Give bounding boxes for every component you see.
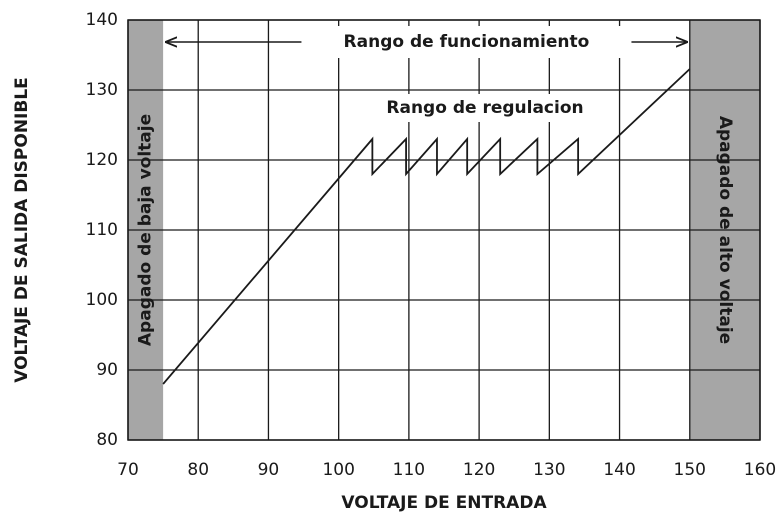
y-tick-label: 80 [96,430,118,450]
x-tick-label: 120 [463,460,495,480]
annotation-bg [360,94,610,122]
x-tick-label: 110 [393,460,425,480]
y-tick-label: 120 [86,150,118,170]
x-tick-label: 80 [187,460,209,480]
y-tick-label: 140 [86,10,118,30]
plot-frame [127,19,761,441]
x-tick-label: 100 [322,460,354,480]
x-tick-label: 140 [603,460,635,480]
line [162,68,691,385]
annotation: Rango de funcionamiento [344,32,590,52]
x-tick-label: 160 [744,460,776,480]
x-axis-label: VOLTAJE DE ENTRADA [341,493,547,513]
y-tick-label: 100 [86,290,118,310]
y-tick-label: 130 [86,80,118,100]
y-axis-label: VOLTAJE DE SALIDA DISPONIBLE [12,77,32,383]
y-tick-label: 110 [86,220,118,240]
annotation: Rango de regulacion [386,98,583,118]
x-tick-label: 130 [533,460,565,480]
x-tick-label: 150 [674,460,706,480]
annotation-bg [301,26,632,58]
x-tick-label: 70 [117,460,139,480]
y-tick-label: 90 [96,360,118,380]
x-tick-label: 90 [258,460,280,480]
